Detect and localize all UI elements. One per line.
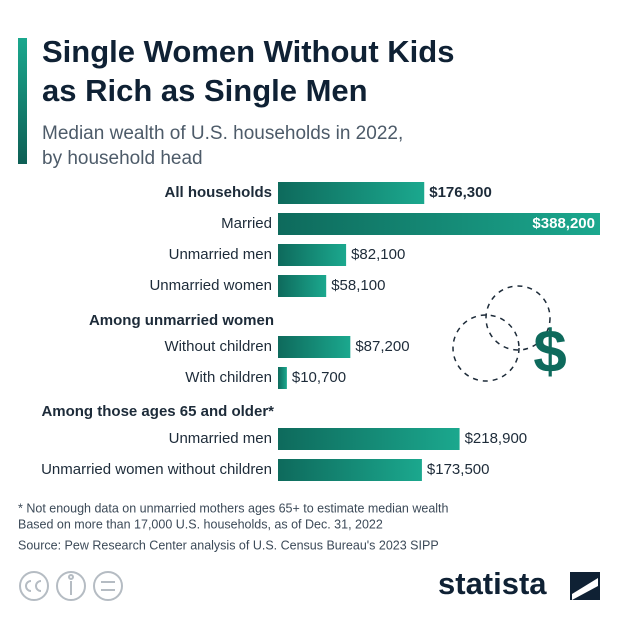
footnote: * Not enough data on unmarried mothers a… <box>18 501 449 515</box>
bar <box>278 275 327 297</box>
dollar-icon: $ <box>533 318 566 385</box>
decoration <box>452 285 551 382</box>
brand-icon <box>572 578 598 600</box>
value-label: $87,200 <box>355 338 409 355</box>
footnote: Based on more than 17,000 U.S. household… <box>18 517 383 531</box>
category-label: Unmarried women without children <box>41 461 272 478</box>
bar <box>278 213 600 235</box>
value-label: $173,500 <box>427 461 490 478</box>
brand: statista <box>438 566 547 601</box>
bar <box>278 428 460 450</box>
category-label: Married <box>221 215 272 232</box>
subtitle: by household head <box>42 148 203 169</box>
value-label: $176,300 <box>429 184 492 201</box>
value-label: $218,900 <box>465 430 528 447</box>
source: Source: Pew Research Center analysis of … <box>18 538 439 552</box>
bar <box>278 182 425 204</box>
value-label: $388,200 <box>532 215 595 232</box>
license-icons <box>19 571 123 601</box>
category-label: Unmarried men <box>169 430 272 447</box>
bar <box>278 244 347 266</box>
category-label: All households <box>164 184 272 201</box>
category-label: Unmarried women <box>149 277 272 294</box>
category-label: Unmarried men <box>169 246 272 263</box>
category-label: Without children <box>164 338 272 355</box>
chart-title: Single Women Without Kids <box>42 34 454 69</box>
group-header: Among unmarried women <box>89 312 274 329</box>
chart-title: as Rich as Single Men <box>42 73 368 108</box>
category-label: With children <box>185 369 272 386</box>
value-label: $10,700 <box>292 369 346 386</box>
bar <box>278 367 287 389</box>
bar <box>278 336 351 358</box>
bar <box>278 459 422 481</box>
group-header: Among those ages 65 and older* <box>41 403 274 420</box>
value-label: $58,100 <box>331 277 385 294</box>
value-label: $82,100 <box>351 246 405 263</box>
accent-bar <box>18 38 27 164</box>
subtitle: Median wealth of U.S. households in 2022… <box>42 123 403 144</box>
